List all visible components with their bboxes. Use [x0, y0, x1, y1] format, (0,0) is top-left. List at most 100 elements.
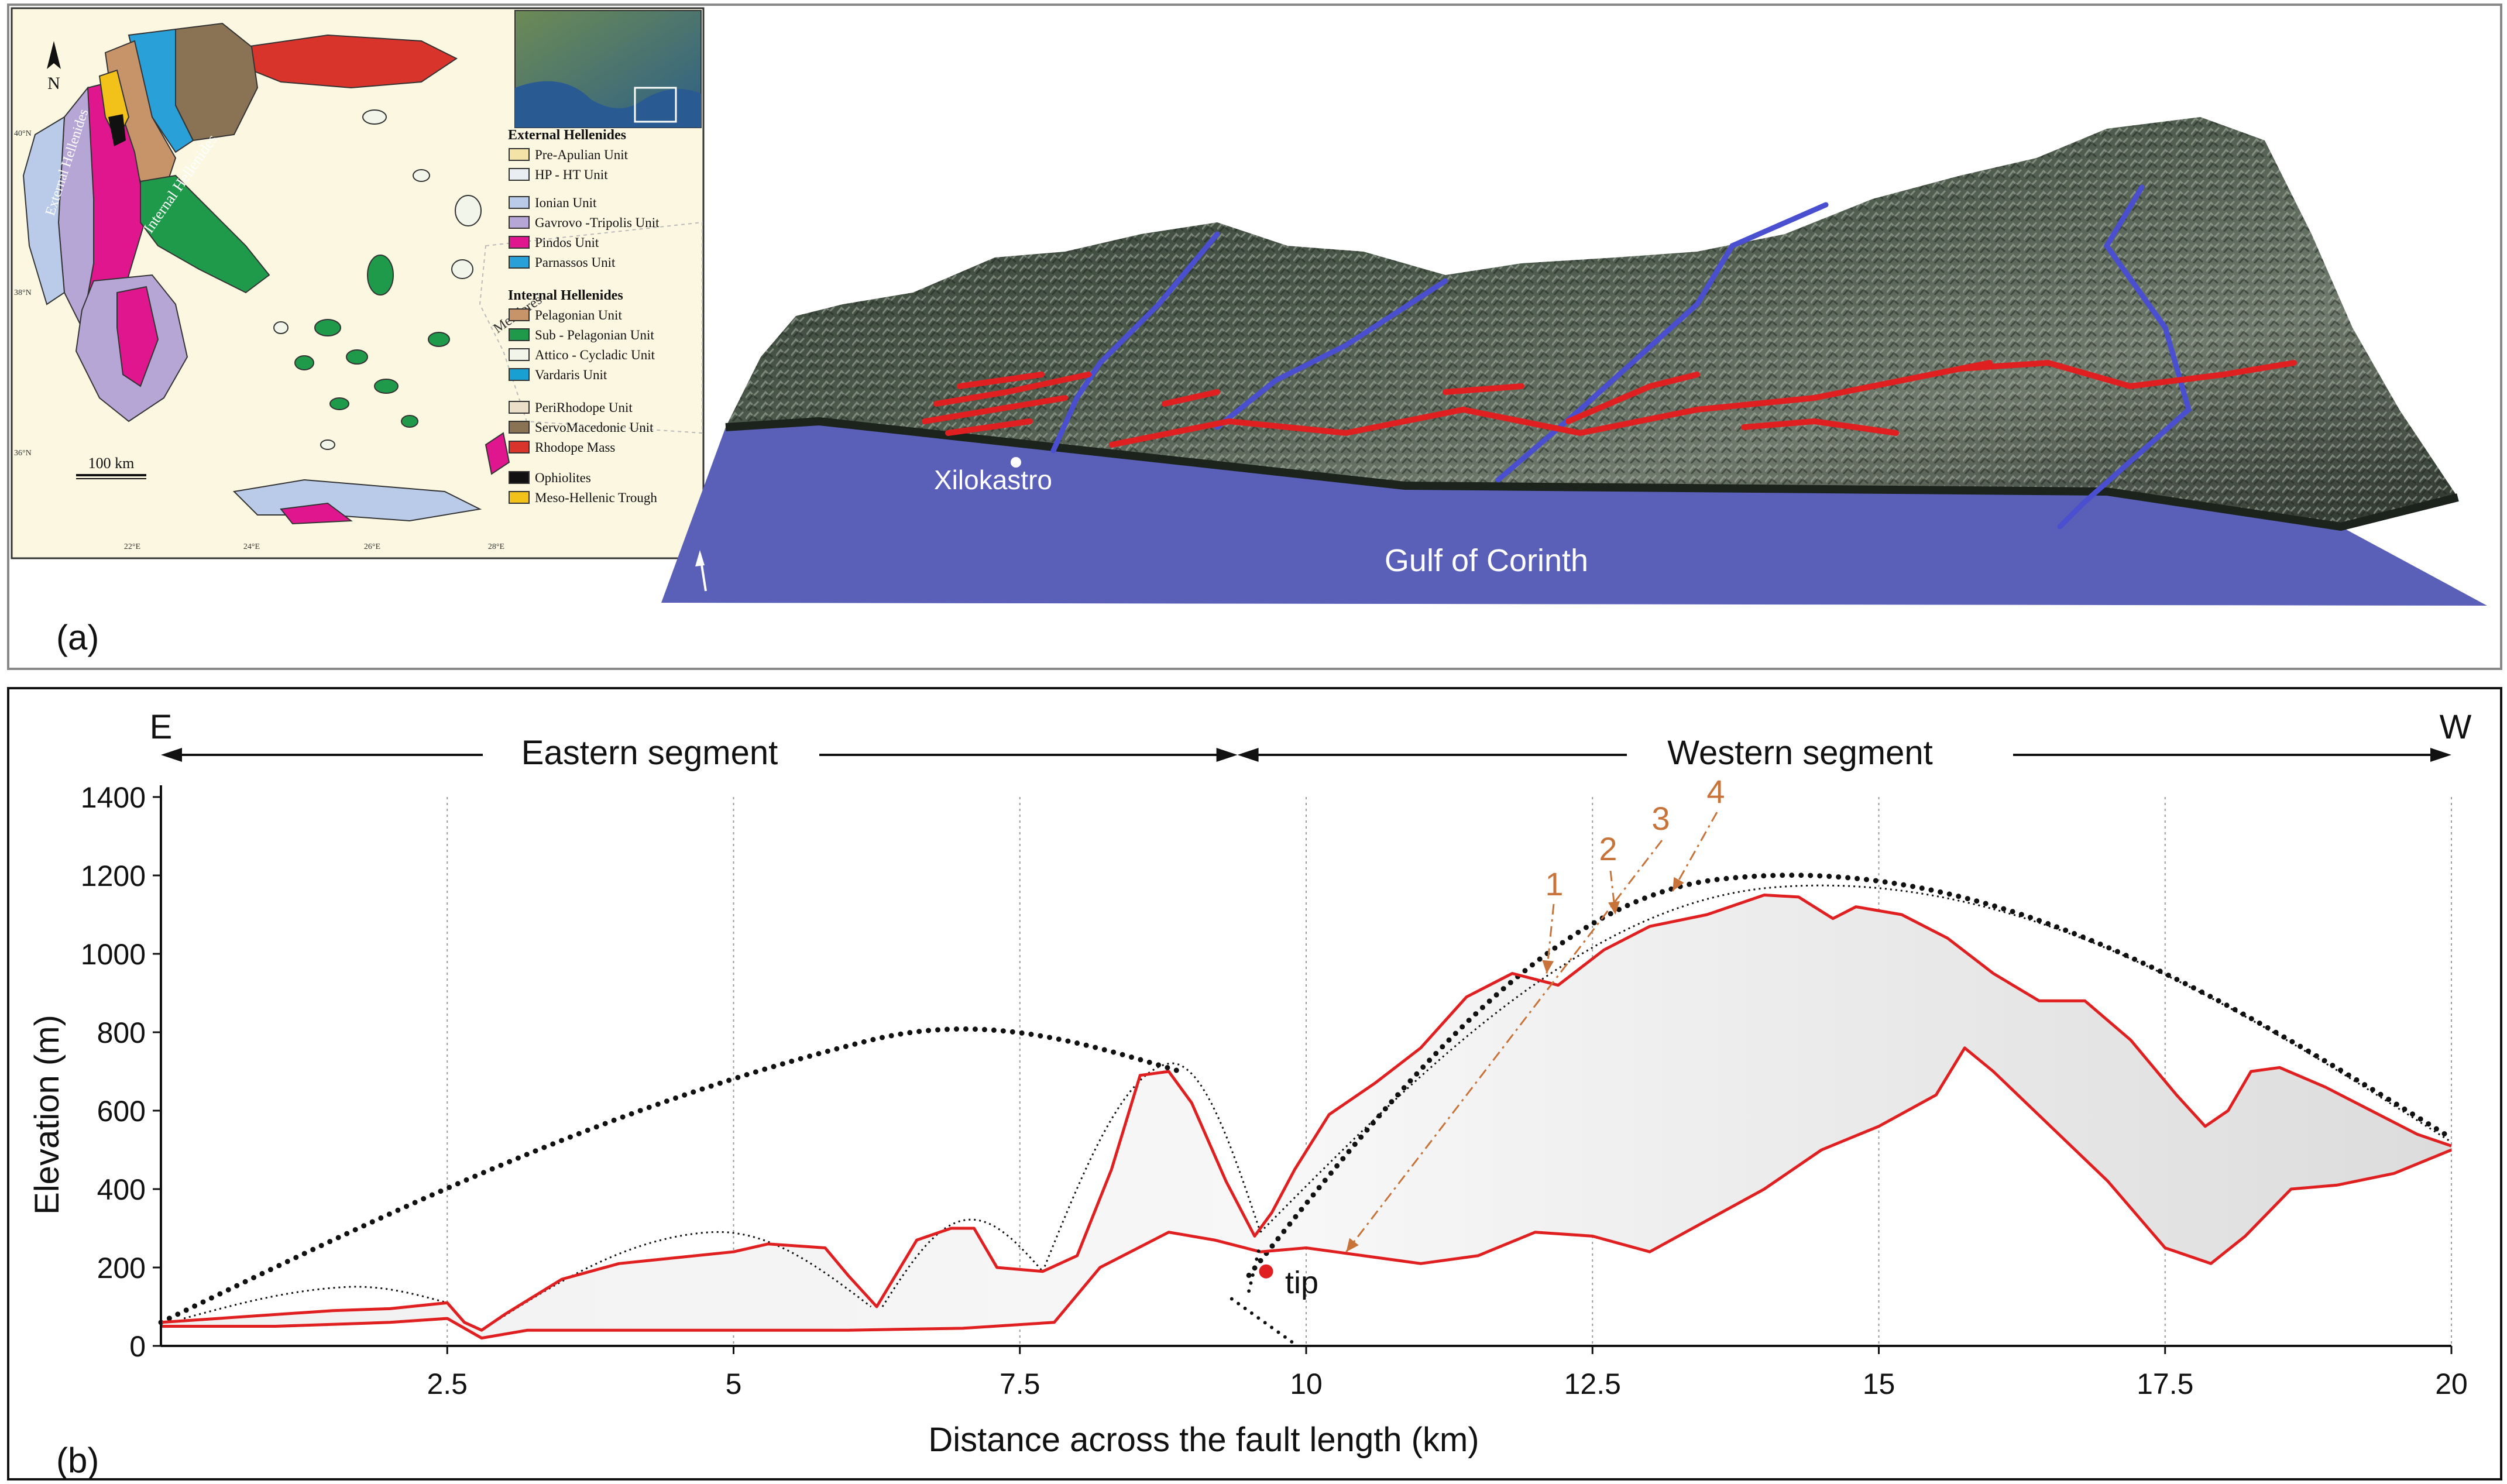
legend-title-internal: Internal Hellenides [508, 288, 623, 303]
legend-swatch [509, 168, 530, 181]
fault-trace-10 [1162, 389, 1220, 407]
legend-item-internal-1: Sub - Pelagonian Unit [509, 328, 654, 342]
scale-bar: 100 km [76, 455, 146, 479]
peloponnese-pindos-shape [116, 286, 159, 387]
legend-label: PeriRhodope Unit [535, 400, 633, 415]
legend-swatch [509, 308, 530, 321]
arrowhead-e [161, 748, 182, 762]
arrowhead-mid-right [1237, 748, 1259, 762]
aegean-islands [273, 109, 482, 450]
end-label-e: E [150, 708, 173, 746]
arrow-label-4: 4 [1706, 773, 1725, 810]
lon-label-24: 24°E [243, 542, 260, 551]
legend-item-other-0: PeriRhodope Unit [509, 400, 633, 415]
legend-item-external-3: Gavrovo -Tripolis Unit [509, 215, 660, 230]
segment-label-western: Western segment [1667, 734, 1932, 772]
crete-pindos-shape [280, 502, 353, 525]
y-tick-label-1: 200 [97, 1252, 146, 1284]
slip-arrow-3 [1345, 840, 1663, 1253]
tip-label: tip [1285, 1265, 1318, 1300]
arrow-label-3: 3 [1651, 800, 1670, 837]
y-tick-label-5: 1000 [81, 938, 146, 971]
legend-swatch [509, 236, 530, 249]
legend-label: Meso-Hellenic Trough [535, 490, 657, 505]
legend-swatch [509, 328, 530, 341]
xilokastro-label: Xilokastro [934, 465, 1052, 495]
tip-point [1259, 1264, 1273, 1279]
river-2 [1214, 278, 1448, 430]
x-axis-title: Distance across the fault length (km) [928, 1421, 1479, 1459]
legend-item-other-3: Ophiolites [509, 470, 591, 485]
x-tick-label-2: 7.5 [1000, 1368, 1040, 1400]
legend-label: Pre-Apulian Unit [535, 147, 629, 162]
legend-item-external-1: HP - HT Unit [509, 167, 608, 182]
legend-swatch [509, 196, 530, 209]
x-tick-label-5: 15 [1863, 1368, 1895, 1400]
x-tick-label-0: 2.5 [427, 1368, 468, 1400]
fault-traces [922, 359, 2297, 448]
dem-north-arrow-icon [695, 550, 707, 592]
chart-annotations [161, 748, 2451, 1346]
series-line-1 [161, 1046, 2452, 1340]
legend-swatch [509, 491, 530, 504]
legend-item-other-2: Rhodope Mass [509, 440, 615, 455]
x-tick-label-7: 20 [2435, 1368, 2468, 1400]
envelope-eastern-coarse [158, 1026, 1183, 1325]
river-1 [1050, 231, 1220, 454]
y-tick-label-4: 800 [97, 1016, 146, 1049]
legend-label: ServoMacedonic Unit [535, 420, 654, 435]
legend-swatch [509, 421, 530, 434]
geology-map: External Hellenides Internal Hellenides … [11, 7, 705, 559]
lat-label-40: 40°N [14, 129, 32, 138]
end-label-w: W [2440, 708, 2472, 746]
rhodes-shape [485, 432, 510, 475]
legend-label: Ionian Unit [535, 195, 597, 210]
rhodope-unit-shape [245, 34, 458, 89]
coastline [725, 417, 2459, 531]
series-line-0 [160, 894, 2452, 1332]
panel-a: External Hellenides Internal Hellenides … [7, 4, 2502, 670]
x-tick-label-3: 10 [1290, 1368, 1323, 1400]
panel-a-label: (a) [56, 618, 99, 657]
arrow-label-1: 1 [1545, 865, 1563, 902]
river-4 [2057, 184, 2192, 530]
rivers [1050, 184, 2192, 530]
y-tick-label-6: 1200 [81, 860, 146, 892]
chart-fills [161, 895, 2451, 1338]
dem-perspective: Xilokastro Gulf of Corinth [661, 117, 2487, 606]
arrow-label-2: 2 [1599, 830, 1617, 867]
lon-label-26: 26°E [364, 542, 380, 551]
envelope-sub-2 [481, 1231, 872, 1331]
legend-label: Rhodope Mass [535, 440, 615, 455]
sea-label: Gulf of Corinth [1385, 543, 1588, 578]
fault-trace-4 [957, 372, 1045, 389]
legend-swatch [509, 401, 530, 414]
xilokastro-point [1011, 457, 1021, 468]
envelope-sub-5 [1259, 884, 2452, 1233]
y-tick-label-3: 600 [97, 1095, 146, 1128]
arrowhead-w [2430, 748, 2451, 762]
tip-dots-1 [1230, 1297, 1297, 1346]
segment-label-eastern: Eastern segment [521, 734, 778, 772]
north-arrow-icon: N [47, 41, 61, 93]
slip-arrow-4 [1671, 812, 1718, 892]
fault-trace-7 [1565, 372, 1700, 424]
ionian-unit-shape [22, 116, 66, 305]
x-tick-label-1: 5 [726, 1368, 742, 1400]
x-tick-labels: 2.5 5 7.5 10 12.5 15 17.5 20 [427, 1346, 2468, 1400]
legend-item-internal-2: Attico - Cycladic Unit [509, 348, 655, 362]
fault-trace-5 [1109, 360, 1993, 448]
legend-item-internal-3: Vardaris Unit [509, 367, 607, 382]
chart-series [160, 894, 2452, 1340]
panel-b: 0 200 400 600 800 1000 1200 1400 2.5 5 7.5 10 12.5 1… [7, 687, 2502, 1480]
satellite-box [634, 87, 677, 123]
legend-title-external: External Hellenides [508, 128, 626, 143]
geology-units [22, 22, 703, 525]
envelope-western-coarse [1246, 872, 2454, 1278]
profile-area-fill [161, 895, 2451, 1338]
tip-dots-2 [1247, 1242, 1262, 1293]
legend-item-external-2: Ionian Unit [509, 195, 597, 210]
legend-label: Sub - Pelagonian Unit [535, 328, 654, 342]
slip-arrow-2 [1608, 870, 1620, 915]
legend-item-external-5: Parnassos Unit [509, 255, 616, 270]
